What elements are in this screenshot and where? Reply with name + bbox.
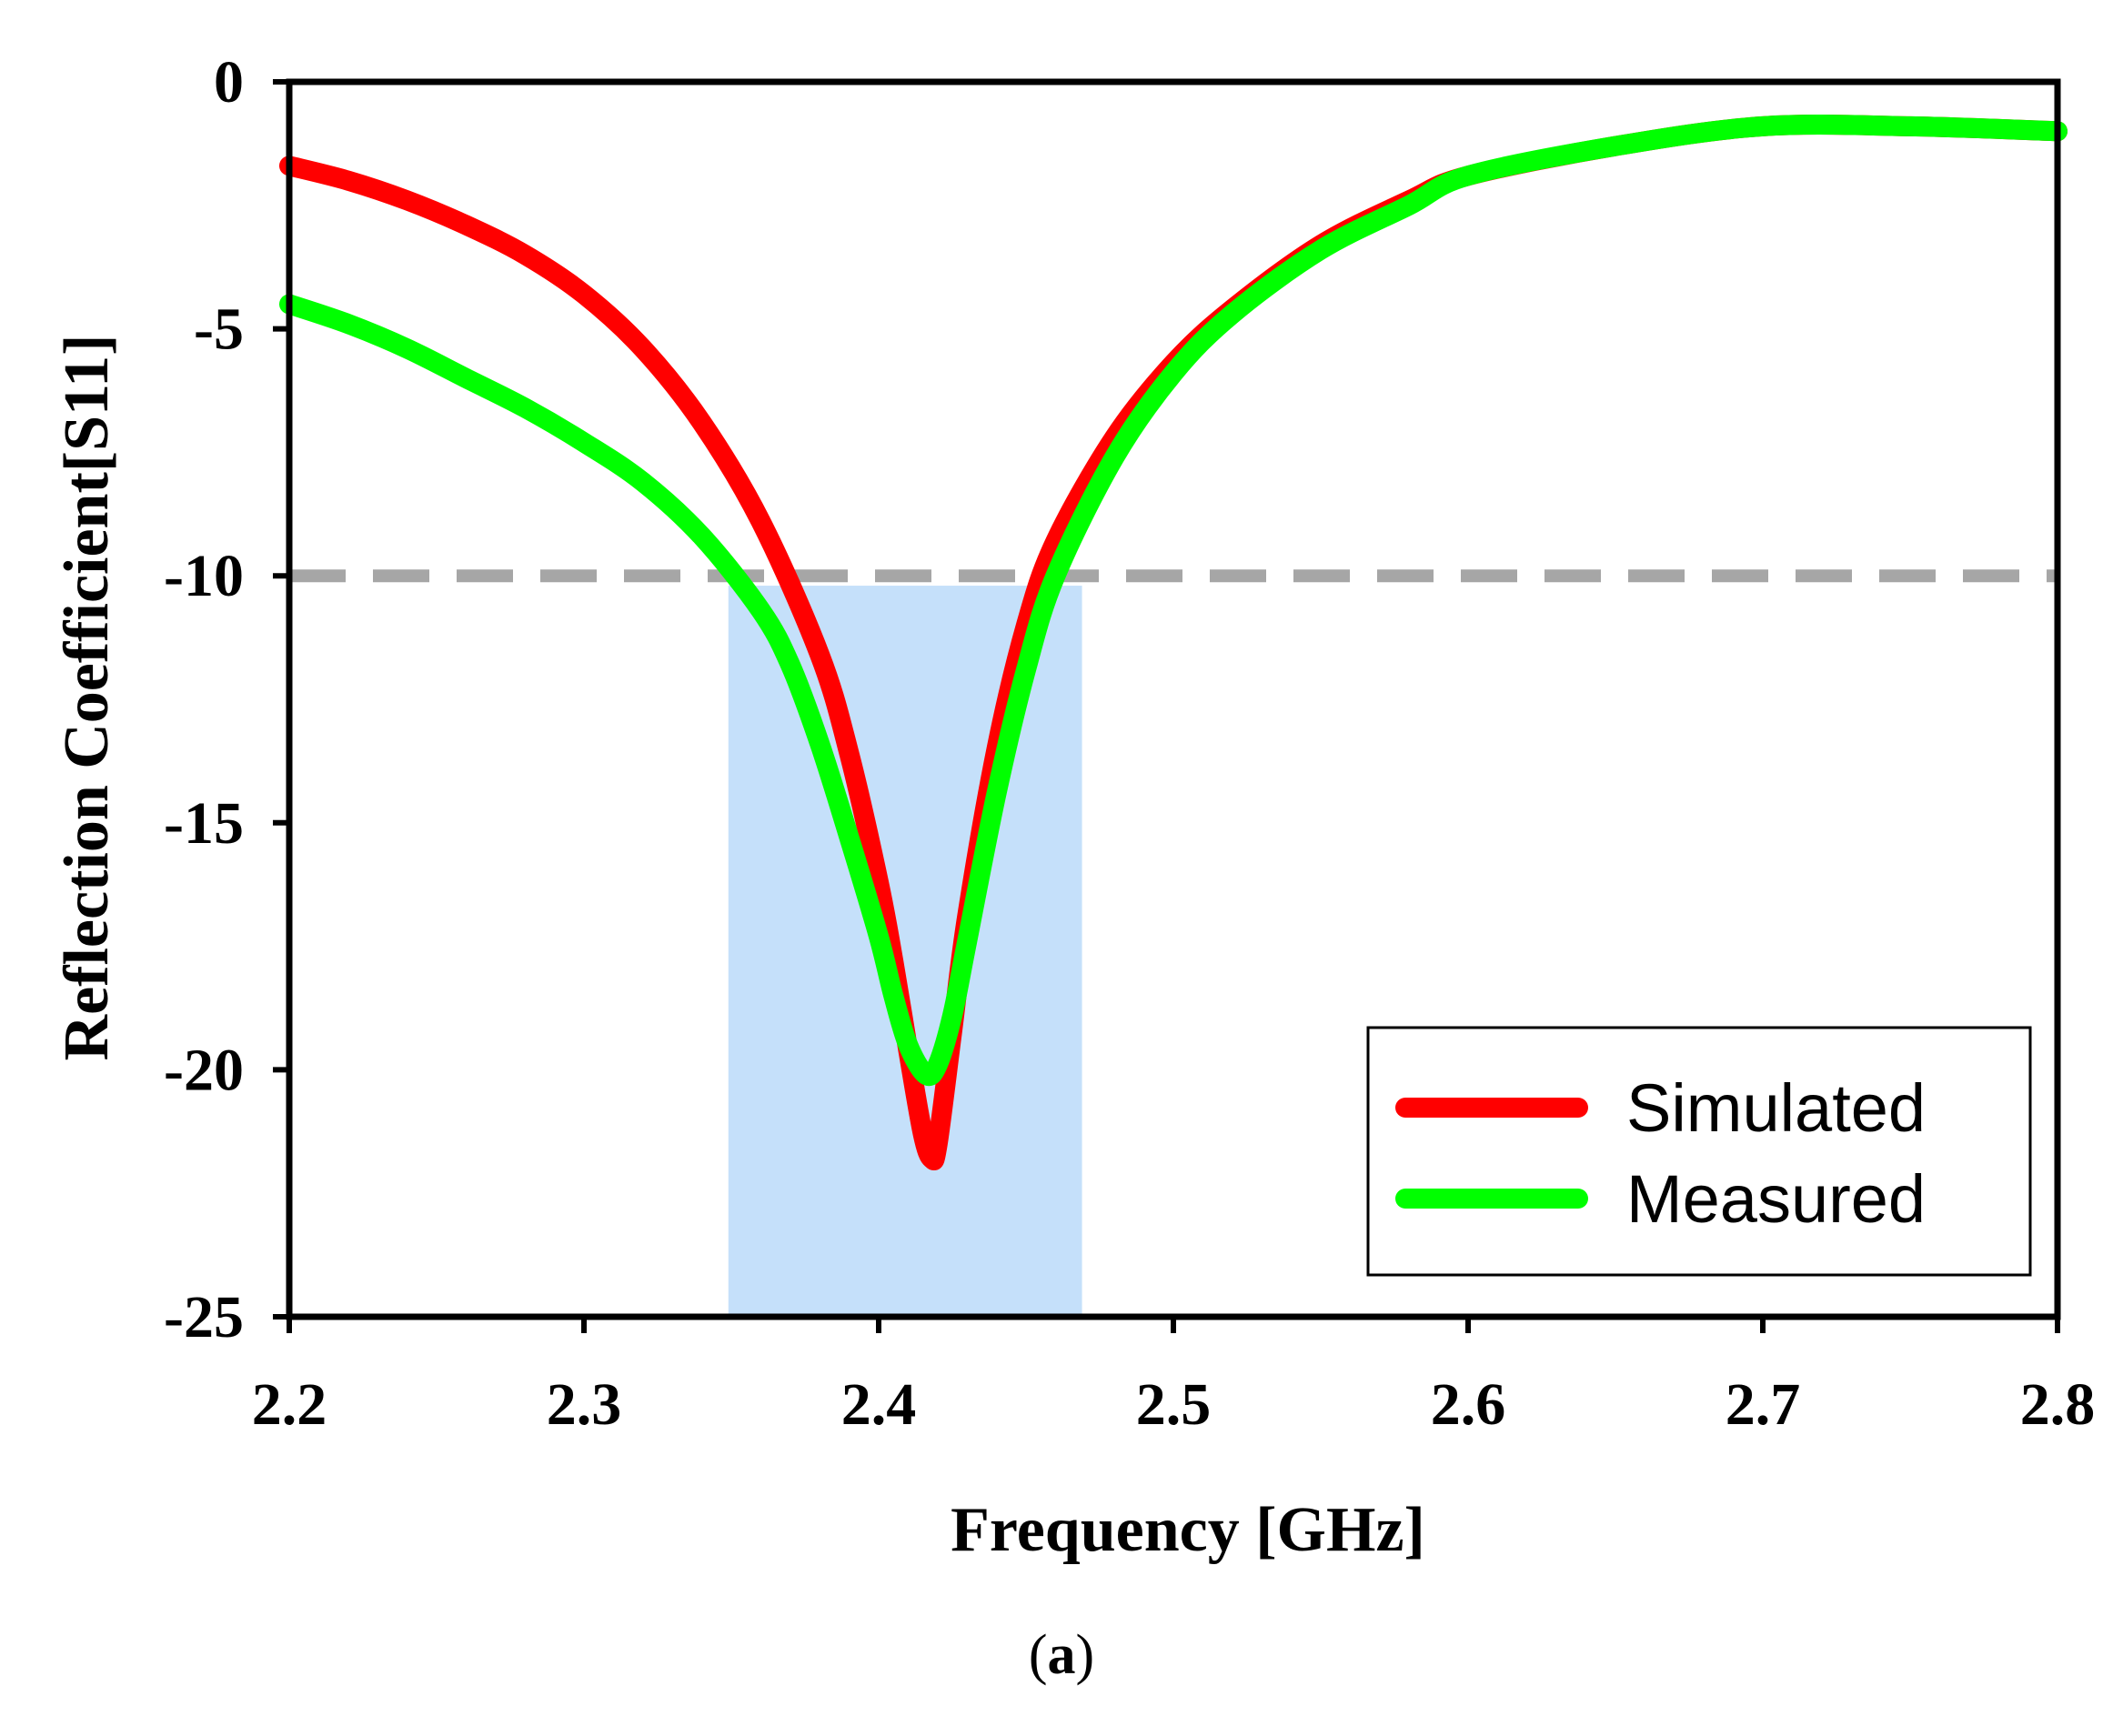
caption-open-paren: (	[1029, 1624, 1048, 1686]
legend-label-measured: Measured	[1626, 1161, 1926, 1237]
caption-letter: a	[1048, 1624, 1076, 1686]
x-tick-label: 2.6	[1431, 1371, 1506, 1438]
y-tick-label: -25	[164, 1284, 244, 1350]
legend-label-simulated: Simulated	[1626, 1070, 1926, 1146]
y-tick-label: -20	[164, 1037, 244, 1103]
x-tick-label: 2.7	[1726, 1371, 1801, 1438]
y-tick-label: -15	[164, 790, 244, 857]
x-tick-label: 2.8	[2020, 1371, 2096, 1438]
figure-caption: (a)	[1029, 1624, 1094, 1686]
x-axis: 2.2 2.3 2.4 2.5 2.6 2.7 2.8	[252, 1317, 2096, 1438]
y-axis-title: Reflection Coefficient[S11]	[52, 335, 122, 1061]
legend: Simulated Measured	[1366, 1026, 2032, 1277]
series-line-measured	[279, 115, 2068, 1086]
legend-box	[1366, 1026, 2032, 1277]
y-tick-label: -10	[164, 543, 244, 609]
x-tick-label: 2.2	[252, 1371, 327, 1438]
x-axis-title: Frequency [GHz]	[951, 1495, 1425, 1565]
caption-close-paren: )	[1076, 1624, 1095, 1686]
x-tick-label: 2.4	[841, 1371, 917, 1438]
y-axis: 0 -5 -10 -15 -20 -25	[164, 49, 289, 1350]
y-tick-label: 0	[214, 49, 244, 115]
series-layer	[279, 115, 2068, 1171]
x-tick-label: 2.5	[1136, 1371, 1212, 1438]
y-tick-label: -5	[194, 296, 244, 363]
x-tick-label: 2.3	[547, 1371, 622, 1438]
